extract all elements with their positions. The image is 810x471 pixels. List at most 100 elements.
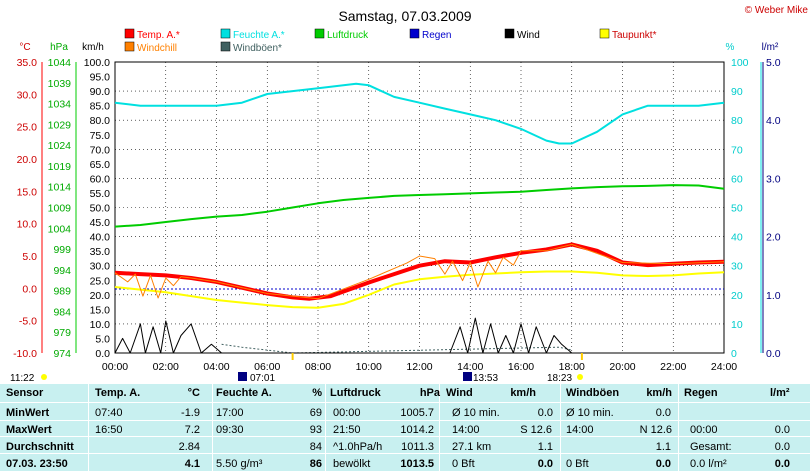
- legend-label: Feuchte A.*: [233, 30, 285, 41]
- table-cell: 0.0: [774, 441, 790, 453]
- wind-tick-label: 25.0: [90, 275, 111, 287]
- table-cell: 4.1: [184, 458, 200, 470]
- wind-tick-label: 35.0: [90, 246, 111, 258]
- table-cell: 16:50: [95, 424, 123, 436]
- x-tick-label: 06:00: [254, 361, 280, 373]
- wind-tick-label: 15.0: [90, 304, 111, 316]
- table-row-divider: [0, 402, 810, 403]
- series-line-taupunkt: [114, 270, 725, 309]
- wind-tick-label: 65.0: [90, 159, 111, 171]
- rain-tick-label: 0.0: [766, 348, 781, 360]
- table-cell: 17:00: [216, 407, 244, 419]
- copyright-text: © Weber Mike: [745, 5, 809, 16]
- x-tick-label: 20:00: [609, 361, 635, 373]
- table-cell: 0.0: [774, 424, 790, 436]
- table-cell: 1013.5: [400, 458, 434, 470]
- pressure-tick-label: 1004: [48, 223, 72, 235]
- rain-tick-label: 3.0: [766, 173, 781, 185]
- wind-tick-label: 100.0: [84, 57, 110, 69]
- series-line-windb-en: [221, 343, 572, 354]
- temp-tick-label: 25.0: [17, 122, 38, 134]
- table-cell: 0.0: [537, 458, 553, 470]
- x-tick-label: 00:00: [102, 361, 128, 373]
- table-cell: 84: [309, 441, 322, 453]
- legend-swatch: [220, 28, 231, 39]
- pressure-tick-label: 1014: [48, 182, 72, 194]
- rain-unit: l/m²: [762, 42, 779, 53]
- table-cell: 14:00: [566, 424, 594, 436]
- table-cell: 69: [309, 407, 322, 419]
- wind-unit: km/h: [82, 42, 104, 53]
- legend-label: Regen: [422, 30, 451, 41]
- series-line-windchill: [114, 243, 725, 300]
- series-line-wind: [114, 317, 573, 354]
- table-cell: bewölkt: [333, 458, 371, 470]
- temp-tick-label: 0.0: [22, 283, 37, 295]
- rain-tick-label: 5.0: [766, 57, 781, 69]
- wind-tick-label: 60.0: [90, 173, 111, 185]
- wind-tick-label: 85.0: [90, 101, 111, 113]
- wind-tick-label: 50.0: [90, 203, 111, 215]
- chart-title: Samstag, 07.03.2009: [338, 8, 471, 24]
- x-tick-label: 02:00: [153, 361, 179, 373]
- x-tick-label: 22:00: [660, 361, 686, 373]
- pressure-tick-label: 1029: [48, 119, 72, 131]
- table-header: hPa: [419, 387, 440, 399]
- table-header: km/h: [646, 387, 672, 399]
- table-column-divider: [678, 384, 679, 471]
- pressure-tick-label: 999: [53, 244, 71, 256]
- statistics-table: Sensor Temp. A. °C Feuchte A.% Luftdruck hPa W…: [0, 384, 810, 471]
- legend-label: Windböen*: [233, 43, 282, 54]
- table-cell: 0.0: [537, 407, 553, 419]
- wind-tick-label: 75.0: [90, 130, 111, 142]
- table-header: Feuchte A.: [216, 387, 272, 399]
- humidity-unit: %: [726, 42, 735, 53]
- humidity-tick-label: 90: [731, 86, 743, 98]
- wind-tick-label: 30.0: [90, 261, 111, 273]
- table-header: Luftdruck: [330, 387, 381, 399]
- table-column-divider: [325, 384, 326, 471]
- pressure-tick-label: 984: [53, 306, 71, 318]
- table-cell: 0.0: [774, 458, 790, 470]
- temp-tick-label: 15.0: [17, 186, 38, 198]
- legend-swatch: [314, 28, 325, 39]
- wind-tick-label: 90.0: [90, 86, 111, 98]
- table-header: Sensor: [6, 387, 44, 399]
- time-marker-noon: 13:53: [473, 373, 498, 384]
- table-row-divider: [0, 436, 810, 437]
- pressure-tick-label: 994: [53, 265, 71, 277]
- table-cell: 0 Bft: [566, 458, 589, 470]
- legend-label: Windchill: [137, 43, 177, 54]
- x-tick-label: 24:00: [711, 361, 737, 373]
- table-row-label: MinWert: [6, 407, 50, 419]
- sunrise-icon: [238, 372, 247, 381]
- table-column-divider: [88, 384, 89, 471]
- x-tick-label: 14:00: [457, 361, 483, 373]
- x-tick-label: 12:00: [406, 361, 432, 373]
- table-cell: Gesamt:: [690, 441, 732, 453]
- humidity-tick-label: 100: [731, 57, 749, 69]
- table-column-divider: [212, 384, 213, 471]
- humidity-tick-label: 40: [731, 232, 743, 244]
- table-cell: 0.0: [655, 407, 671, 419]
- table-header: Regen: [684, 387, 718, 399]
- pressure-unit: hPa: [50, 42, 68, 53]
- wind-tick-label: 40.0: [90, 232, 111, 244]
- table-cell: N 12.6: [639, 424, 672, 436]
- legend-swatch: [124, 28, 135, 39]
- table-header: km/h: [510, 387, 536, 399]
- humidity-tick-label: 60: [731, 173, 743, 185]
- table-cell: 1011.3: [401, 441, 434, 453]
- legend-swatch: [124, 41, 135, 52]
- table-cell: Ø 10 min.: [566, 407, 614, 419]
- table-row-divider: [0, 420, 810, 421]
- table-cell: ^1.0hPa/h: [333, 441, 383, 453]
- pressure-tick-label: 989: [53, 286, 71, 298]
- pressure-tick-label: 1044: [48, 57, 72, 69]
- temp-tick-label: 35.0: [17, 57, 38, 69]
- legend-label: Wind: [517, 30, 540, 41]
- wind-tick-label: 95.0: [90, 72, 111, 84]
- rain-tick-label: 4.0: [766, 115, 781, 127]
- temp-tick-label: 5.0: [22, 251, 37, 263]
- table-cell: 5.50 g/m³: [216, 458, 263, 470]
